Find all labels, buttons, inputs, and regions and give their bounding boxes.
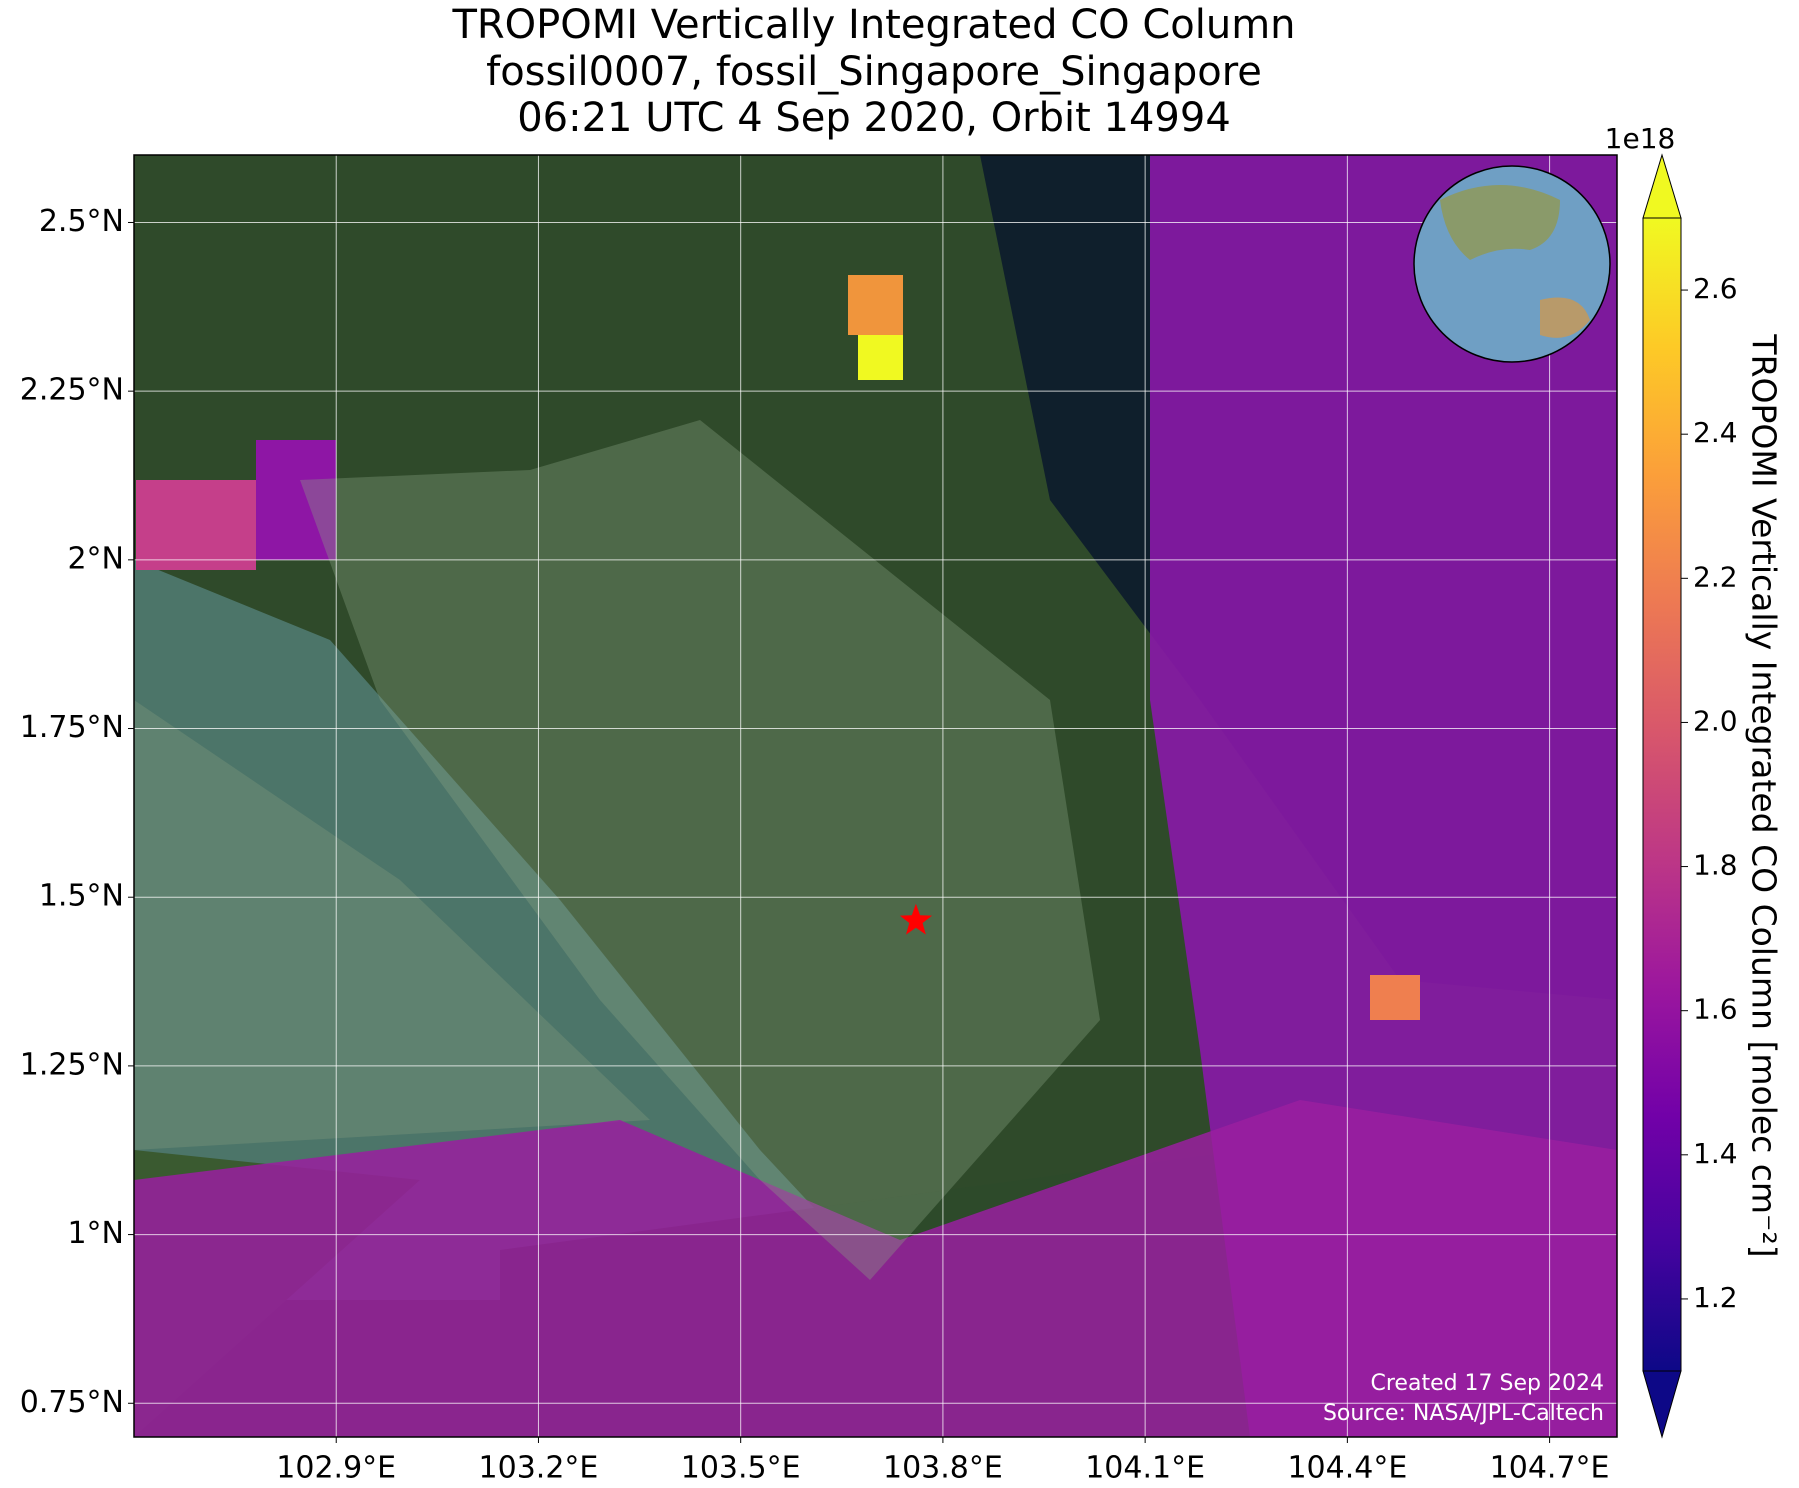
colorbar-tick-label: 1.8 xyxy=(1693,849,1738,882)
x-tick-label: 103.2°E xyxy=(479,1451,599,1486)
x-tick-label: 102.9°E xyxy=(276,1451,396,1486)
colorbar-multiplier: 1e18 xyxy=(1605,122,1676,155)
x-tick-label: 104.4°E xyxy=(1287,1451,1407,1486)
inset-globe xyxy=(1413,165,1611,363)
x-tick-label: 103.8°E xyxy=(883,1451,1003,1486)
colorbar-tick-label: 2.0 xyxy=(1693,704,1738,737)
colorbar-tick-label: 2.4 xyxy=(1693,416,1738,449)
annotation: Created 17 Sep 2024 xyxy=(1371,1371,1605,1396)
colorbar xyxy=(1642,217,1682,1372)
chart-title: 06:21 UTC 4 Sep 2020, Orbit 14994 xyxy=(517,95,1231,141)
y-tick-label: 1.25°N xyxy=(20,1047,124,1082)
site-marker xyxy=(899,903,933,935)
colorbar-label: TROPOMI Vertically Integrated CO Column … xyxy=(1745,333,1784,1257)
y-tick-label: 2.5°N xyxy=(39,204,124,239)
annotation: Source: NASA/JPL-Caltech xyxy=(1323,1401,1604,1426)
y-tick-label: 1°N xyxy=(67,1216,124,1251)
colorbar-tick-label: 1.4 xyxy=(1693,1137,1738,1170)
chart-title: fossil0007, fossil_Singapore_Singapore xyxy=(486,49,1262,95)
grid xyxy=(134,155,1617,1437)
x-tick-label: 104.7°E xyxy=(1490,1451,1610,1486)
y-tick-label: 1.5°N xyxy=(39,879,124,914)
map-background xyxy=(134,155,1617,1437)
colorbar-tick-label: 2.2 xyxy=(1693,560,1738,593)
y-tick-label: 2.25°N xyxy=(20,373,124,408)
x-tick-label: 104.1°E xyxy=(1085,1451,1205,1486)
y-tick-label: 2°N xyxy=(67,541,124,576)
colorbar-extend-bottom xyxy=(1642,1370,1682,1439)
chart-title: TROPOMI Vertically Integrated CO Column xyxy=(451,2,1295,48)
colorbar-tick-label: 2.6 xyxy=(1693,272,1738,305)
y-tick-label: 1.75°N xyxy=(20,710,124,745)
y-tick-label: 0.75°N xyxy=(20,1385,124,1420)
map-frame xyxy=(133,154,1618,1438)
x-tick-label: 103.5°E xyxy=(681,1451,801,1486)
colorbar-tick-label: 1.6 xyxy=(1693,993,1738,1026)
colorbar-tick-label: 1.2 xyxy=(1693,1281,1738,1314)
colorbar-extend-top xyxy=(1642,153,1682,219)
